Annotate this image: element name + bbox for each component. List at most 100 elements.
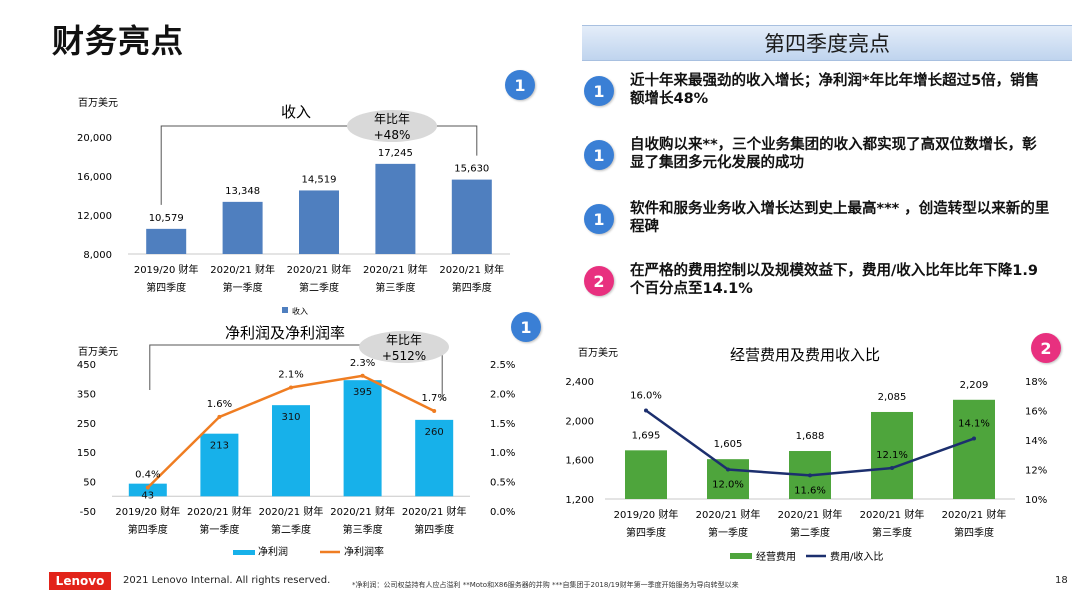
x-tick-label: 2020/21 财年 [363,263,428,276]
y2-tick-label: 14% [1025,436,1047,447]
y2-tick-label: 10% [1025,495,1047,506]
y-tick-label: 450 [77,360,96,371]
net-margin-point [145,485,150,490]
highlight-item: 1 软件和服务业务收入增长达到史上最高*** ，创造转型以来新的里程碑 [582,200,1072,246]
opex-bar [707,459,749,499]
x-tick-label: 2020/21 财年 [778,508,843,521]
opex-chart-badge: 2 [1031,333,1061,363]
x-tick-label: 第四季度 [414,523,454,536]
highlights-header: 第四季度亮点 [582,25,1072,61]
data-label: 395 [353,387,372,398]
legend-label: 收入 [292,306,308,316]
expense-ratio-point [972,436,976,441]
x-tick-label: 第一季度 [199,523,239,536]
data-label: 213 [210,441,229,452]
net-profit-bar [200,433,239,497]
highlight-item: 1 自收购以来**，三个业务集团的收入都实现了高双位数增长，彰显了集团多元化发展… [582,136,1072,182]
y2-tick-label: 16% [1025,407,1047,418]
y2-tick-label: 12% [1025,466,1047,477]
highlight-text: 软件和服务业务收入增长达到史上最高*** ，创造转型以来新的里程碑 [630,201,1050,235]
data-label: 1,695 [632,430,661,441]
footer-notes: *净利润：公司权益持有人应占溢利 **Moto和X86服务器的并购 ***自集团… [352,581,739,589]
x-tick-label: 第四季度 [626,526,666,539]
lenovo-logo: Lenovo [49,572,111,590]
data-label: 12.1% [876,450,908,461]
y2-tick-label: 2.0% [490,389,515,400]
net-margin-point [360,373,365,378]
x-tick-label: 2020/21 财年 [942,508,1007,521]
data-label: 43 [141,491,154,502]
x-tick-label: 2020/21 财年 [439,263,504,276]
y-tick-label: 20,000 [77,133,112,144]
x-tick-label: 2020/21 财年 [696,508,761,521]
expense-ratio-point [808,473,812,478]
y-tick-label: 16,000 [77,172,112,183]
legend-swatch [730,553,752,559]
highlight-badge: 1 [584,204,614,234]
legend-label: 净利润率 [344,545,384,558]
x-tick-label: 2020/21 财年 [330,505,395,518]
y-tick-label: 150 [77,448,96,459]
y2-tick-label: 0.0% [490,507,515,518]
revenue-bar [146,228,187,254]
expense-ratio-point [890,466,894,471]
y-axis-label: 百万美元 [78,345,118,358]
y-tick-label: 1,200 [565,495,594,506]
net-profit-bar [343,380,382,497]
highlight-text: 近十年来最强劲的收入增长；净利润*年比年增长超过5倍，销售额增长48% [630,73,1040,107]
x-tick-label: 2019/20 财年 [134,263,199,276]
x-tick-label: 第二季度 [271,523,311,536]
opex-bar [953,399,995,499]
y-tick-label: -50 [80,507,96,518]
x-tick-label: 第三季度 [872,526,912,539]
revenue-bar [375,163,416,254]
y2-tick-label: 1.5% [490,419,515,430]
highlight-badge: 1 [584,76,614,106]
opex-bar [871,411,913,499]
highlight-item: 2 在严格的费用控制以及规模效益下，费用/收入比年比年下降1.9个百分点至14.… [582,262,1072,308]
data-label: 15,630 [454,164,489,175]
legend-swatch [282,307,288,313]
x-tick-label: 第四季度 [452,281,492,294]
y-tick-label: 1,600 [565,456,594,467]
y2-tick-label: 0.5% [490,478,515,489]
net-profit-bar [415,419,454,497]
data-label: 16.0% [630,391,662,402]
x-tick-label: 第三季度 [375,281,415,294]
chart-title: 收入 [281,103,311,121]
growth-bubble [347,110,437,142]
revenue-bar [451,179,492,254]
data-label: 1,688 [796,431,825,442]
data-label: 0.4% [135,469,160,480]
y-tick-label: 2,400 [565,377,594,388]
net-profit-bar [128,483,167,497]
net-margin-point [289,385,293,390]
x-tick-label: 2020/21 财年 [287,263,352,276]
x-tick-label: 2020/21 财年 [402,505,467,518]
x-tick-label: 2019/20 财年 [115,505,180,518]
x-tick-label: 第一季度 [708,526,748,539]
x-tick-label: 2019/20 财年 [614,508,679,521]
y-tick-label: 12,000 [77,211,112,222]
data-label: 2,209 [960,380,989,391]
data-label: 310 [281,412,300,423]
footer-copyright: 2021 Lenovo Internal. All rights reserve… [123,575,331,586]
data-label: 1.6% [207,399,232,410]
x-tick-label: 第一季度 [223,281,263,294]
legend-label: 净利润 [258,545,288,558]
x-tick-label: 第二季度 [790,526,830,539]
growth-annotation: 年比年 [386,333,422,347]
revenue-bar [222,201,263,254]
data-label: 1.7% [421,393,446,404]
x-tick-label: 第二季度 [299,281,339,294]
x-tick-label: 第三季度 [343,523,383,536]
profit-chart-badge: 1 [511,312,541,342]
growth-bubble [359,331,449,363]
x-tick-label: 第四季度 [146,281,186,294]
net-margin-point [432,409,437,414]
highlight-text: 自收购以来**，三个业务集团的收入都实现了高双位数增长，彰显了集团多元化发展的成… [630,137,1037,171]
growth-annotation: +512% [382,349,426,363]
legend-swatch [233,550,255,555]
data-label: 11.6% [794,485,826,496]
